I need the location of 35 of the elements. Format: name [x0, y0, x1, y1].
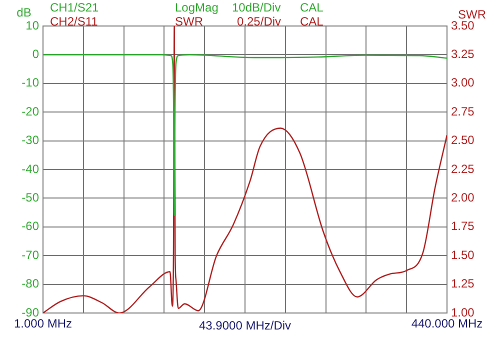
- y-tick-label: -60: [22, 219, 40, 234]
- y2-tick-label: 2.75: [451, 104, 475, 118]
- y-tick-label: -30: [22, 133, 40, 148]
- line-series: [43, 26, 447, 313]
- y2-tick-label: 2.00: [451, 190, 475, 205]
- y-tick-label: -90: [22, 305, 40, 320]
- y-tick-label: 0: [32, 47, 40, 62]
- text: LogMag: [175, 0, 218, 14]
- y2-tick-label: 2.25: [451, 162, 475, 176]
- y2-tick-label: 1.00: [451, 305, 475, 320]
- y-tick-label: -20: [22, 104, 40, 118]
- text: 10dB/Div: [232, 0, 281, 14]
- y-tick-label: 10: [26, 18, 40, 32]
- y-tick-label: -40: [22, 162, 40, 176]
- text: CH1/S21: [50, 0, 100, 14]
- annotation: 0.25/Div: [237, 14, 282, 28]
- y2-tick-label: 1.25: [451, 276, 475, 291]
- text: CAL: [300, 0, 324, 14]
- y2-tick-label: 3.25: [451, 47, 475, 62]
- y-tick-label: -50: [22, 190, 40, 205]
- line-series: [43, 54, 447, 216]
- annotation: SWR: [175, 14, 204, 28]
- annotation: CAL: [300, 14, 324, 28]
- y2-tick-label: 1.75: [451, 219, 475, 234]
- x-tick-label: 440.000 MHz: [411, 316, 483, 331]
- y-tick-label: -10: [22, 76, 40, 90]
- annotation: CH2/S11: [50, 14, 98, 28]
- y-axis-title: dB: [16, 5, 32, 20]
- y-tick-label: -80: [22, 276, 40, 291]
- x-tick-label: 1.000 MHz: [14, 316, 72, 331]
- y-tick-label: -70: [22, 248, 40, 262]
- y2-tick-label: 3.00: [451, 76, 475, 90]
- y2-tick-label: 1.50: [451, 248, 475, 262]
- y2-tick-label: 2.50: [451, 133, 475, 148]
- x-axis-title: 43.9000 MHz/Div: [198, 318, 292, 332]
